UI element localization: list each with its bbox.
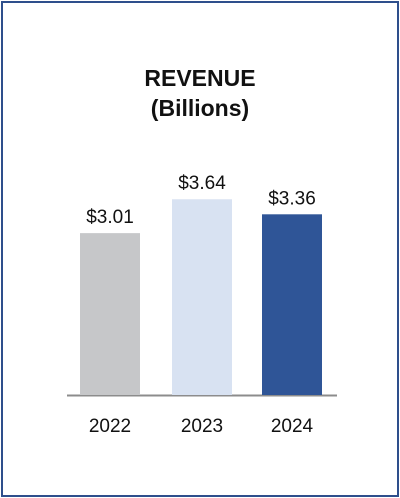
x-tick-label-2024: 2024 <box>271 416 314 437</box>
bar-chart: $3.01 2022 $3.64 2023 $3.36 2024 <box>67 173 337 437</box>
value-label-2023: $3.64 <box>178 173 226 194</box>
chart-title: REVENUE <box>144 65 256 91</box>
value-label-2022: $3.01 <box>86 207 134 228</box>
x-tick-label-2023: 2023 <box>181 416 223 437</box>
x-tick-label-2022: 2022 <box>89 416 131 437</box>
bar-2024 <box>262 214 322 395</box>
bar-2022 <box>80 233 140 395</box>
value-label-2024: $3.36 <box>268 188 316 209</box>
bar-2023 <box>172 199 232 395</box>
chart-subtitle: (Billions) <box>150 95 250 121</box>
